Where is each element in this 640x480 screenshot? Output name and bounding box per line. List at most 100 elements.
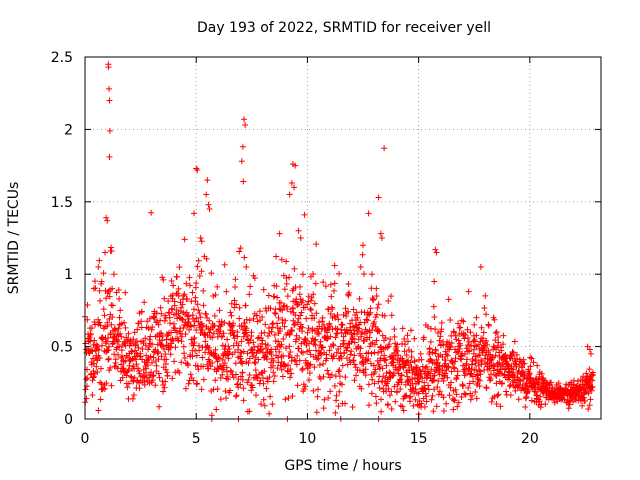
data-point (283, 274, 290, 281)
data-points (82, 61, 597, 422)
data-point (104, 323, 111, 330)
data-point (90, 285, 97, 292)
data-point (224, 336, 231, 343)
data-point (93, 363, 100, 370)
data-point (320, 279, 327, 286)
data-point (498, 347, 505, 354)
data-point (388, 388, 395, 395)
data-point (493, 346, 500, 353)
data-point (176, 369, 183, 376)
data-point (473, 332, 480, 339)
data-point (466, 380, 473, 387)
data-point (434, 359, 441, 366)
data-point (421, 403, 428, 410)
data-point (421, 379, 428, 386)
data-point (299, 349, 306, 356)
data-point (248, 387, 255, 394)
data-point (146, 336, 153, 343)
data-point (417, 350, 424, 357)
data-point (289, 393, 296, 400)
data-point (284, 306, 291, 313)
data-point (230, 320, 237, 327)
data-point (142, 335, 149, 342)
data-point (154, 318, 161, 325)
data-point (96, 319, 103, 326)
data-point (202, 338, 209, 345)
data-point (451, 329, 458, 336)
data-point (216, 307, 223, 314)
data-point (229, 327, 236, 334)
data-point (264, 342, 271, 349)
data-point (258, 401, 265, 408)
data-point (187, 322, 194, 329)
data-point (362, 366, 369, 373)
data-point (361, 319, 368, 326)
data-point (586, 366, 593, 373)
data-point (270, 369, 277, 376)
data-point (295, 227, 302, 234)
data-point (585, 405, 592, 412)
data-point (455, 337, 462, 344)
data-point (105, 64, 112, 71)
data-point (537, 393, 544, 400)
data-point (494, 392, 501, 399)
y-tick-label: 0 (64, 412, 73, 428)
data-point (180, 292, 187, 299)
data-point (144, 357, 151, 364)
data-point (310, 387, 317, 394)
data-point (257, 317, 264, 324)
data-point (106, 293, 113, 300)
data-point (285, 362, 292, 369)
data-point (397, 386, 404, 393)
data-point (349, 335, 356, 342)
data-point (223, 395, 230, 402)
data-point (528, 397, 535, 404)
data-point (372, 323, 379, 330)
data-point (527, 363, 534, 370)
data-point (294, 352, 301, 359)
data-point (402, 392, 409, 399)
data-point (106, 97, 113, 104)
data-point (221, 319, 228, 326)
data-point (263, 385, 270, 392)
data-point (319, 344, 326, 351)
data-point (575, 392, 582, 399)
data-point (111, 351, 118, 358)
data-point (192, 294, 199, 301)
data-point (268, 328, 275, 335)
data-point (585, 390, 592, 397)
data-point (196, 310, 203, 317)
data-point (95, 346, 102, 353)
data-point (367, 305, 374, 312)
data-point (239, 376, 246, 383)
data-point (295, 315, 302, 322)
data-point (287, 308, 294, 315)
data-point (167, 343, 174, 350)
data-point (169, 292, 176, 299)
data-point (184, 360, 191, 367)
data-point (495, 391, 502, 398)
data-point (82, 386, 89, 393)
data-point (194, 263, 201, 270)
data-point (198, 386, 205, 393)
data-point (144, 318, 151, 325)
data-point (500, 341, 507, 348)
data-point (108, 248, 115, 255)
data-point (473, 314, 480, 321)
data-point (333, 349, 340, 356)
data-point (267, 393, 274, 400)
y-axis-title: SRMTID / TECUs (6, 182, 22, 295)
data-point (253, 312, 260, 319)
data-point (167, 351, 174, 358)
data-point (586, 346, 593, 353)
data-point (112, 356, 119, 363)
data-point (95, 407, 102, 414)
data-point (233, 301, 240, 308)
data-point (225, 343, 232, 350)
data-point (97, 297, 104, 304)
data-point (251, 275, 258, 282)
data-point (525, 386, 532, 393)
data-point (412, 386, 419, 393)
data-point (450, 364, 457, 371)
data-point (294, 301, 301, 308)
